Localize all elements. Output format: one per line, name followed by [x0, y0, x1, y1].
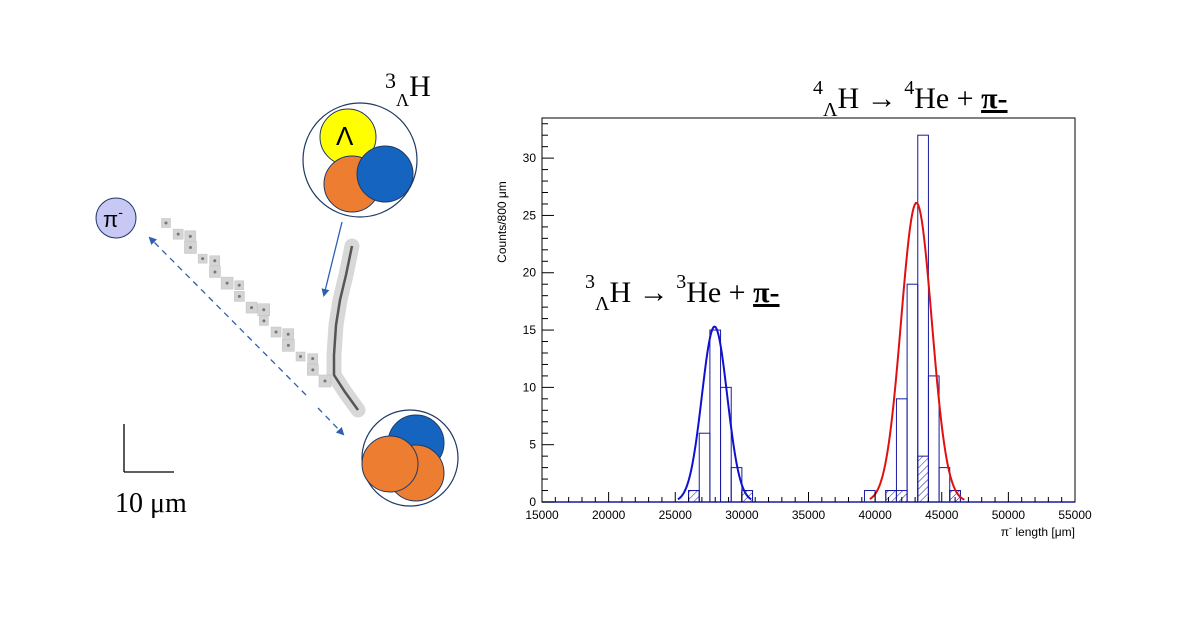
y-axis-label: Counts/800 μm	[495, 181, 509, 263]
hypertriton-nucleus-icon: Λ	[302, 102, 418, 218]
pion-track-dot	[213, 259, 217, 263]
histogram-bin	[720, 386, 732, 503]
x-tick-label: 50000	[992, 508, 1026, 522]
pion-track-dot	[250, 306, 254, 310]
plot-area	[541, 117, 1076, 503]
histogram-bars	[542, 134, 1075, 503]
y-tick-label: 20	[523, 266, 537, 280]
hatched-bars	[688, 455, 961, 503]
y-tick-label: 10	[523, 380, 537, 394]
pion-track-dot	[237, 283, 241, 287]
x-tick-label: 30000	[725, 508, 759, 522]
title-3h-decay: 3ΛH → 3He + π-	[585, 271, 780, 315]
pion-track-dot	[188, 245, 192, 249]
x-tick-label: 35000	[792, 508, 826, 522]
hypernucleus-label: 3ΛH	[385, 68, 431, 110]
pion-label: π-	[103, 204, 123, 232]
scale-bar: 10 μm	[115, 424, 187, 519]
x-tick-label: 45000	[925, 508, 959, 522]
histogram-bin	[906, 283, 919, 503]
x-tick-label: 55000	[1058, 508, 1092, 522]
pion-track-dot	[176, 232, 180, 236]
pion-track-dot	[262, 319, 266, 323]
pion-icon: π-	[95, 197, 137, 239]
pion-track-dot	[323, 379, 327, 383]
y-tick-label: 25	[523, 208, 537, 222]
hatched-bin	[917, 455, 929, 503]
pion-track-dot	[274, 330, 278, 334]
histogram-bin	[730, 467, 743, 503]
hatched-bin	[688, 490, 700, 503]
histogram-bin	[698, 432, 711, 503]
x-axis-label: π- length [μm]	[1001, 523, 1075, 539]
pion-track-dot	[237, 294, 241, 298]
pion-track-dot	[188, 234, 192, 238]
x-tick-label: 15000	[525, 508, 559, 522]
pion-track-dot	[286, 343, 290, 347]
title-4h-decay: 4ΛH → 4He + π-	[813, 77, 1008, 121]
scale-label: 10 μm	[115, 488, 187, 519]
emulsion-track	[161, 218, 366, 418]
pion-track-dot	[164, 221, 168, 225]
y-tick-label: 0	[529, 495, 536, 509]
pion-track-dot	[225, 281, 229, 285]
hatched-bin	[885, 490, 897, 503]
pion-track-dot	[201, 257, 205, 261]
pion-track-dot	[311, 357, 315, 361]
x-tick-label: 25000	[659, 508, 693, 522]
y-tick-label: 30	[523, 151, 537, 165]
gauss-fit-4h	[869, 201, 965, 501]
pion-track-dot	[262, 308, 266, 312]
y-tick-label: 15	[523, 323, 537, 337]
pion-track-dot	[213, 270, 217, 274]
histogram-chart: 4ΛH → 4He + π- 3ΛH → 3He + π- 15000 20000…	[495, 77, 1092, 539]
pion-track-dot	[286, 332, 290, 336]
gaussian-fits	[677, 201, 965, 501]
histogram-bin	[895, 398, 908, 503]
x-tick-label: 20000	[592, 508, 626, 522]
pion-track-dot	[311, 368, 315, 372]
decay-nucleus-icon	[361, 409, 459, 507]
histogram-bin	[709, 329, 722, 503]
histogram-bin	[938, 467, 951, 503]
pion-track-dot	[299, 355, 303, 359]
x-tick-label: 40000	[858, 508, 892, 522]
histogram-bin	[917, 134, 929, 503]
lambda-label: Λ	[336, 121, 354, 151]
axes: 15000 20000 25000 30000 35000 40000 45000 50000…	[523, 123, 1092, 522]
decay-diagram: 3ΛH Λ π-	[95, 68, 459, 519]
y-tick-label: 5	[529, 438, 536, 452]
gauss-fit-3h	[677, 325, 752, 501]
